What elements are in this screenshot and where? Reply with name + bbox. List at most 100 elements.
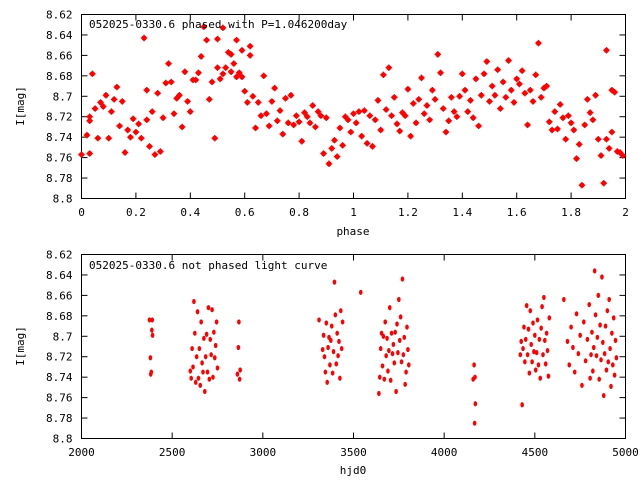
data-point — [387, 305, 392, 311]
y-tick-label: 8.68 — [46, 310, 73, 323]
data-point-cross — [372, 116, 379, 123]
data-point-cross — [154, 90, 161, 97]
data-point-cross — [244, 99, 251, 106]
data-point — [403, 381, 407, 387]
data-point — [544, 330, 549, 336]
data-point-cross — [567, 119, 575, 127]
data-point — [591, 344, 596, 351]
unphased-plot-x-label: hjd0 — [340, 464, 367, 477]
data-point-cross — [127, 133, 134, 141]
data-point-cross — [426, 116, 433, 123]
data-point-cross — [434, 51, 442, 58]
unphased-plot-y-tick-labels: 8.62 8.64 8.66 8.68 8.7 8.72 8.74 8.76 8.78 8.8 — [46, 249, 73, 446]
data-point — [192, 298, 196, 305]
data-point-cross — [527, 86, 534, 94]
data-point — [200, 360, 204, 366]
data-point — [602, 351, 607, 357]
data-point-cross — [529, 98, 537, 105]
data-point-cross — [285, 119, 292, 127]
data-point — [400, 276, 405, 282]
data-point-cross — [325, 160, 333, 167]
data-point — [238, 367, 242, 373]
data-point-cross — [486, 98, 493, 105]
data-point-cross — [508, 86, 515, 94]
data-point — [598, 322, 602, 328]
data-point — [401, 352, 406, 358]
data-point-cross — [410, 100, 417, 107]
data-point-cross — [597, 152, 605, 159]
data-point-cross — [121, 149, 129, 156]
data-point-cross — [301, 109, 308, 116]
data-point-cross — [412, 119, 420, 127]
data-point-cross — [456, 93, 463, 100]
data-point — [339, 308, 343, 314]
data-point — [567, 362, 572, 368]
phased-plot-y-tick-labels: 8.62 8.64 8.66 8.68 8.7 8.72 8.74 8.76 8.78 8.8 — [46, 9, 73, 206]
y-tick-label: 8.72 — [46, 111, 73, 124]
data-point-cross — [227, 51, 235, 58]
data-point — [339, 345, 344, 352]
data-point — [383, 319, 388, 325]
data-point-cross — [263, 110, 270, 117]
x-tick-label: 1.6 — [507, 206, 527, 219]
data-point-cross — [230, 60, 238, 67]
data-point — [390, 351, 395, 357]
data-point-cross — [423, 102, 431, 109]
data-point — [337, 338, 341, 344]
data-point — [520, 402, 524, 408]
data-point — [597, 376, 602, 382]
data-point-cross — [565, 112, 572, 119]
data-point-cross — [206, 96, 213, 103]
data-point — [377, 390, 381, 397]
data-point-cross — [233, 36, 240, 44]
data-point — [237, 319, 241, 325]
data-point — [317, 317, 321, 323]
data-point — [389, 330, 394, 336]
data-point-cross — [521, 90, 529, 97]
data-point — [405, 324, 409, 330]
data-point-cross — [605, 145, 613, 152]
data-point — [394, 388, 398, 395]
data-point — [523, 336, 528, 342]
data-point — [596, 292, 601, 298]
x-tick-label: 5000 — [612, 446, 639, 459]
data-point-cross — [347, 128, 354, 136]
data-point-cross — [151, 151, 159, 158]
data-point-cross — [524, 121, 531, 129]
y-tick-label: 8.64 — [46, 269, 73, 282]
data-point-cross — [233, 73, 240, 81]
data-point-cross — [415, 96, 422, 103]
data-point-cross — [562, 136, 569, 143]
y-tick-label: 8.64 — [46, 29, 73, 42]
data-point-cross — [143, 116, 150, 123]
data-point — [325, 379, 330, 385]
data-point — [536, 362, 541, 368]
data-point-cross — [377, 126, 384, 134]
data-point — [542, 294, 546, 301]
data-point-cross — [113, 83, 121, 91]
data-point — [601, 339, 605, 346]
data-point-cross — [214, 64, 221, 71]
data-point-cross — [350, 110, 357, 117]
data-point-cross — [184, 98, 191, 105]
data-point — [340, 319, 345, 325]
data-point-cross — [421, 110, 428, 117]
data-point — [392, 360, 397, 366]
data-point-cross — [510, 99, 518, 106]
data-point — [320, 346, 325, 353]
data-point-cross — [437, 69, 444, 76]
data-point-cross — [238, 73, 246, 81]
data-point-cross — [304, 113, 311, 120]
data-point-cross — [323, 114, 330, 121]
data-point-cross — [494, 66, 501, 73]
data-point — [524, 303, 529, 309]
data-point — [215, 365, 220, 371]
data-point — [335, 330, 339, 336]
data-point — [212, 355, 217, 361]
data-point-cross — [505, 57, 512, 64]
data-point-cross — [396, 127, 403, 135]
y-tick-label: 8.68 — [46, 70, 73, 83]
data-point — [534, 350, 539, 356]
data-point-cross — [159, 114, 167, 121]
data-point — [147, 317, 152, 323]
